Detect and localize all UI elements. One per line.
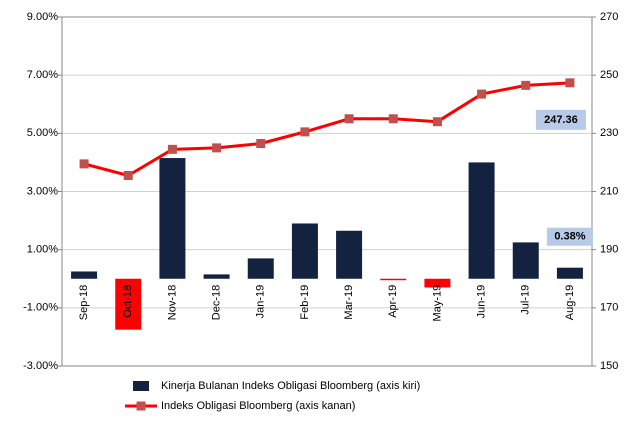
marker [432,117,442,127]
y-tick-label: -3.00% [23,360,58,372]
bar [159,158,186,279]
marker [79,159,89,169]
x-tick-label: Jun-19 [475,285,487,319]
marker [256,139,266,149]
line [83,81,571,178]
y2-tick-label: 150 [600,360,618,372]
marker [167,144,177,154]
bar [380,278,407,281]
value-label-box [535,109,586,130]
x-tick-label: Dec-18 [210,285,222,320]
x-tick-label: Oct-18 [122,285,134,318]
y2-tick-label: 230 [600,127,618,139]
marker [344,114,354,124]
legend-swatch [133,381,149,391]
x-tick-label: Jan-19 [255,285,267,319]
bar [247,258,274,279]
bar [71,271,98,279]
y2-tick-label: 170 [600,302,618,314]
y-tick-label: 3.00% [27,185,58,197]
y-tick-label: 5.00% [27,127,58,139]
y2-tick-label: 270 [600,11,618,23]
x-tick-label: Aug-19 [564,285,576,320]
plot-border [61,16,593,367]
bar [468,162,495,279]
x-tick-label: Sep-18 [78,285,90,320]
marker [477,89,487,99]
marker [123,171,133,181]
x-tick-label: Mar-19 [343,285,355,320]
legend-label: Indeks Obligasi Bloomberg (axis kanan) [161,400,355,412]
marker [388,114,398,124]
bar [115,278,142,330]
marker [565,78,575,88]
y2-tick-label: 210 [600,185,618,197]
y-tick-label: -1.00% [23,302,58,314]
legend-label: Kinerja Bulanan Indeks Obligasi Bloomber… [161,380,420,392]
y-tick-label: 1.00% [27,244,58,256]
x-tick-label: Feb-19 [299,285,311,320]
x-tick-label: Jul-19 [520,285,532,315]
marker [212,143,222,153]
y-tick-label: 7.00% [27,69,58,81]
x-tick-label: Apr-19 [387,285,399,318]
marker [300,127,310,137]
y2-tick-label: 190 [600,244,618,256]
y-tick-label: 9.00% [27,11,58,23]
y2-tick-label: 250 [600,69,618,81]
bar [512,242,539,279]
value-label-box [546,227,593,246]
x-tick-label: May-19 [431,285,443,322]
marker [521,80,531,90]
bar [336,230,363,279]
bar [556,267,583,279]
value-label: 0.38% [554,231,585,243]
bar [203,274,230,279]
value-label: 247.36 [544,114,578,126]
x-tick-label: Nov-18 [166,285,178,320]
legend-marker [136,401,146,411]
bar [291,223,318,279]
bar [424,278,451,288]
